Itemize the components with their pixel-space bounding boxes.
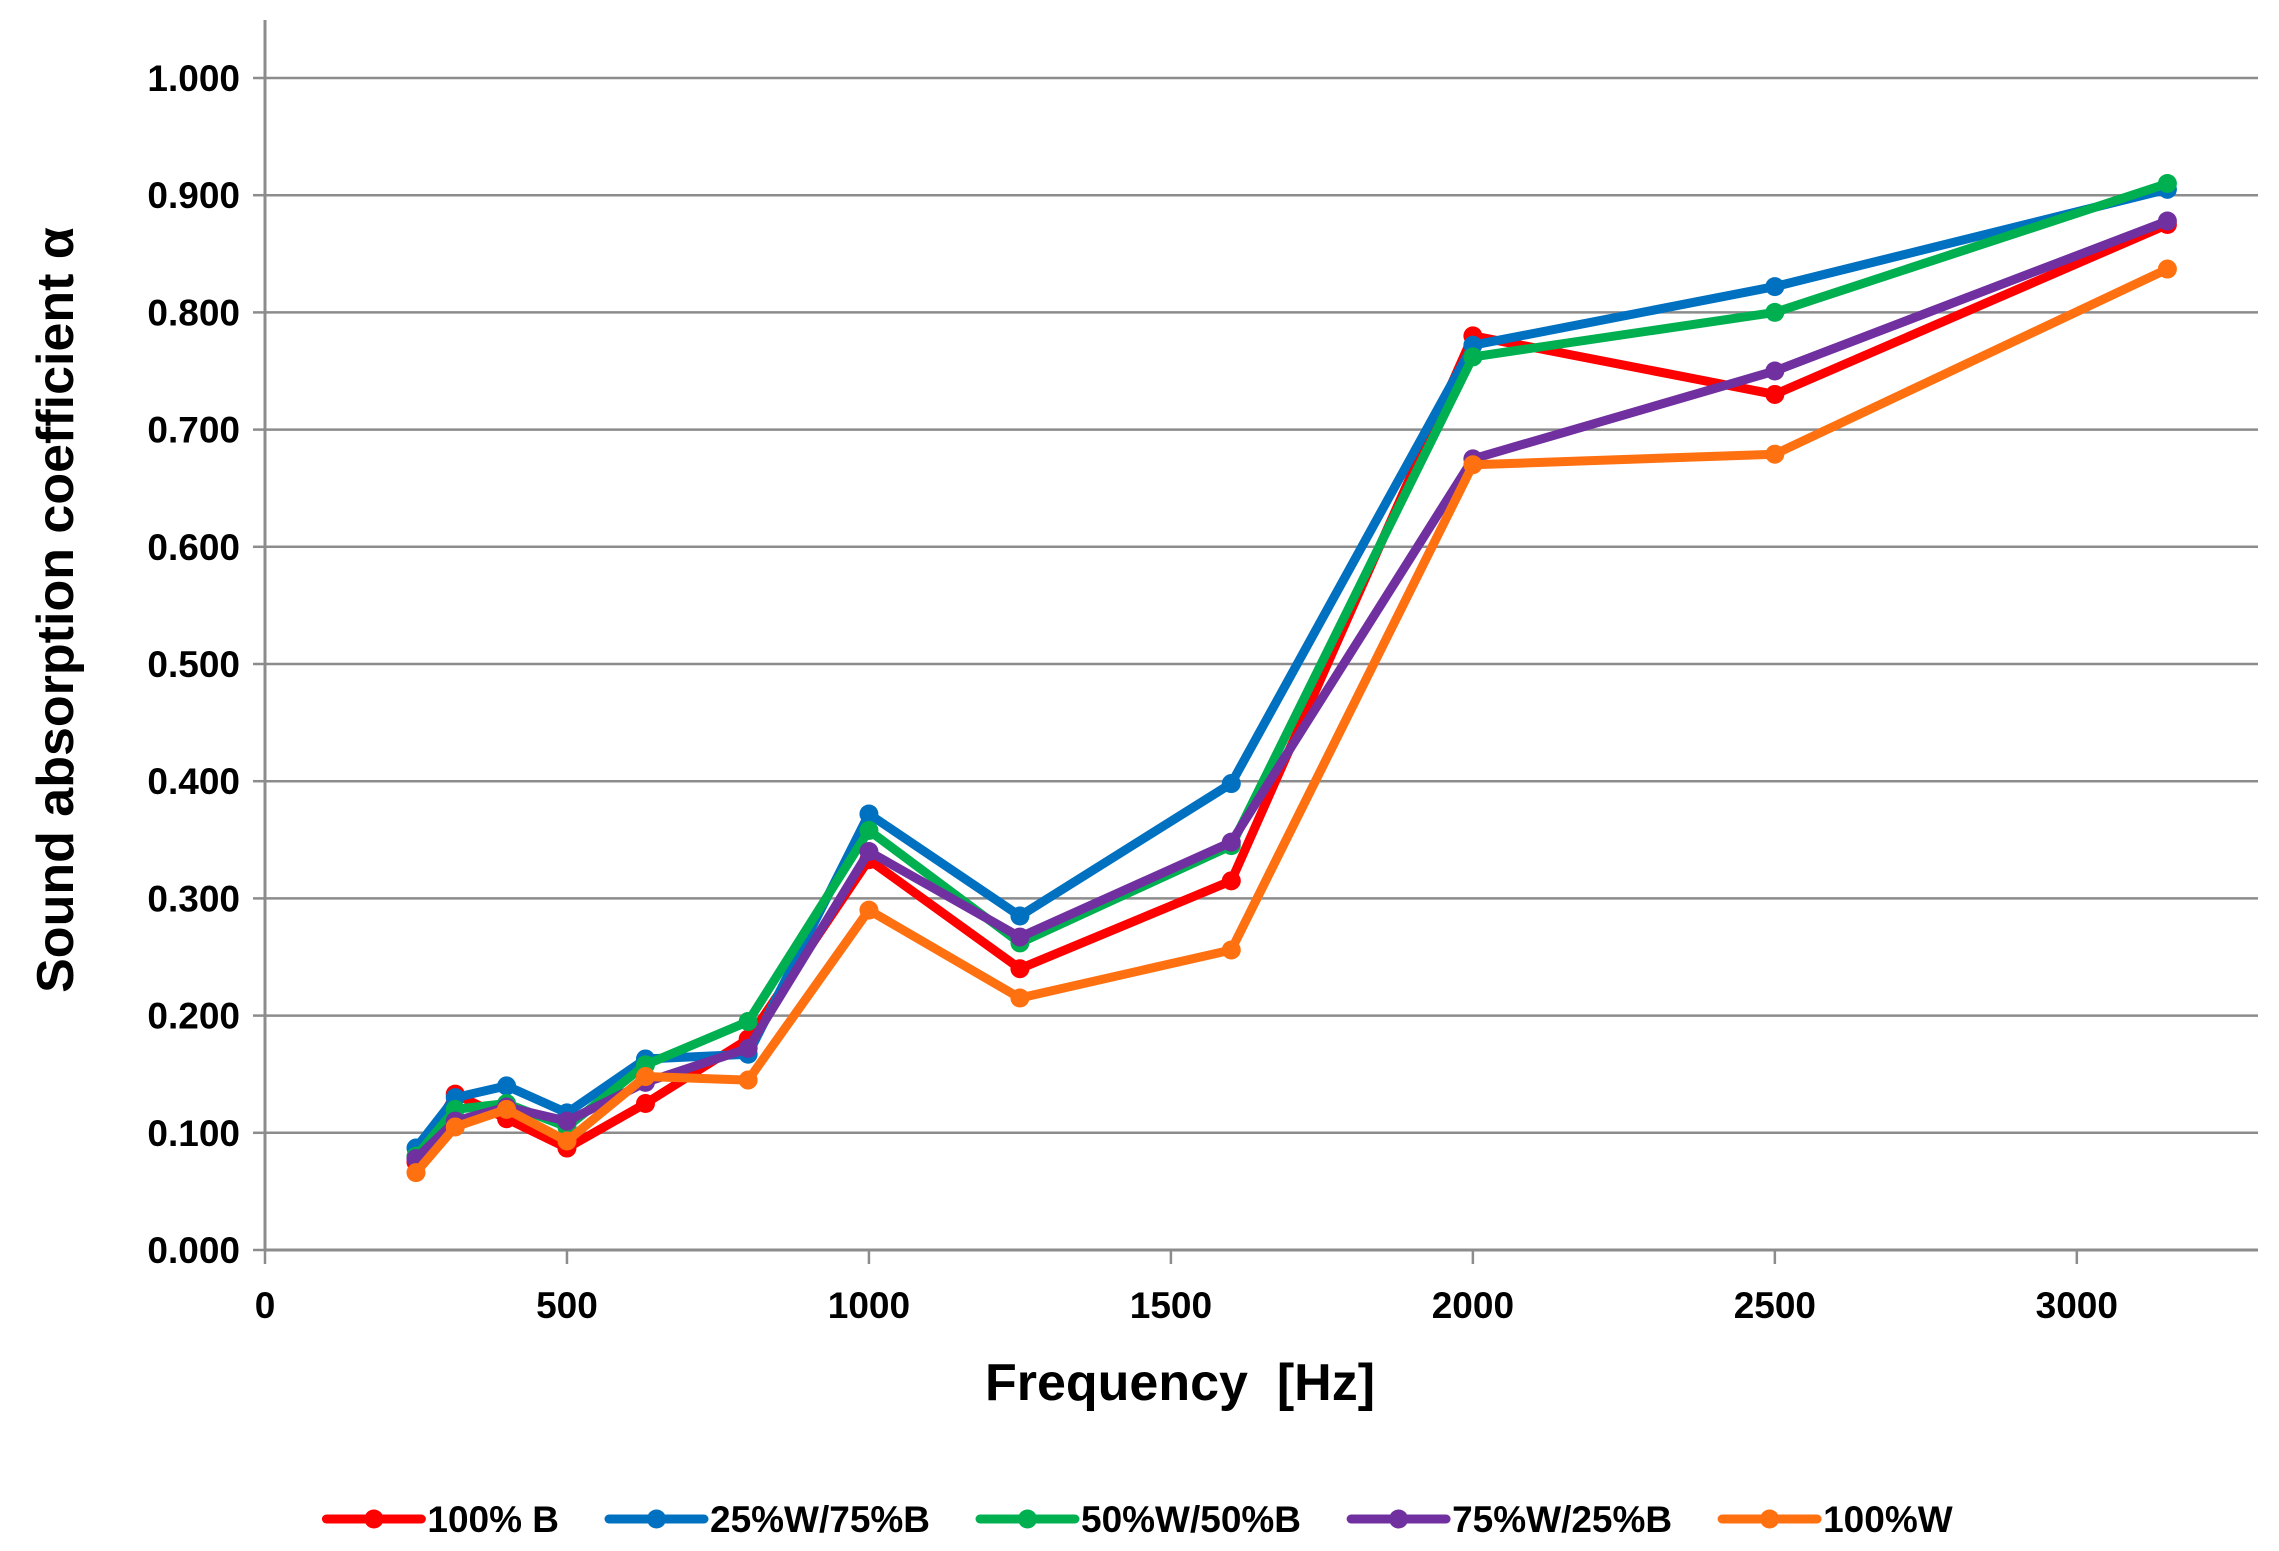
y-tick-label: 0.500 bbox=[147, 644, 240, 685]
data-point bbox=[1463, 455, 1483, 475]
legend-label: 50%W/50%B bbox=[1081, 1499, 1301, 1540]
series-3 bbox=[406, 211, 2177, 1169]
data-point bbox=[738, 1038, 758, 1058]
legend-swatch-marker bbox=[1760, 1509, 1780, 1529]
legend-label: 100%W bbox=[1823, 1499, 1953, 1540]
data-point bbox=[2157, 173, 2177, 193]
y-tick-label: 0.600 bbox=[147, 527, 240, 568]
legend-swatch-marker bbox=[364, 1509, 384, 1529]
legend-item: 100%W bbox=[1717, 1499, 1953, 1540]
data-point bbox=[1765, 384, 1785, 404]
data-point bbox=[859, 900, 879, 920]
legend-item: 50%W/50%B bbox=[975, 1499, 1301, 1540]
data-point bbox=[2157, 259, 2177, 279]
data-point bbox=[1010, 906, 1030, 926]
legend-item: 25%W/75%B bbox=[604, 1499, 930, 1540]
data-point bbox=[1765, 302, 1785, 322]
y-tick-label: 0.100 bbox=[147, 1113, 240, 1154]
y-tick-label: 0.200 bbox=[147, 996, 240, 1037]
data-point bbox=[1765, 361, 1785, 381]
y-tick-label: 1.000 bbox=[147, 58, 240, 99]
x-tick-label: 1000 bbox=[828, 1285, 910, 1326]
data-point bbox=[1010, 927, 1030, 947]
data-point bbox=[1221, 871, 1241, 891]
data-point bbox=[1221, 774, 1241, 794]
y-tick-label: 0.000 bbox=[147, 1230, 240, 1271]
data-point bbox=[859, 842, 879, 862]
series-line bbox=[411, 216, 2172, 1164]
data-point bbox=[2157, 211, 2177, 231]
x-tick-label: 500 bbox=[536, 1285, 598, 1326]
data-point bbox=[1221, 940, 1241, 960]
x-tick-label: 0 bbox=[255, 1285, 276, 1326]
x-axis-tick-labels: 0 500 1000 1500 2000 2500 3000 bbox=[255, 1285, 2118, 1326]
legend-label: 75%W/25%B bbox=[1452, 1499, 1672, 1540]
y-tick-label: 0.700 bbox=[147, 410, 240, 451]
legend-swatch-marker bbox=[647, 1509, 666, 1529]
data-point bbox=[1765, 444, 1785, 464]
data-point bbox=[635, 1094, 655, 1113]
legend-swatch-marker bbox=[1018, 1509, 1037, 1529]
x-tick-label: 2000 bbox=[1432, 1285, 1514, 1326]
grid-lines bbox=[265, 76, 2258, 1135]
axes bbox=[253, 20, 2258, 1264]
data-point bbox=[1463, 347, 1483, 367]
data-point bbox=[497, 1076, 517, 1096]
x-tick-label: 1500 bbox=[1130, 1285, 1212, 1326]
series-line bbox=[411, 184, 2172, 1153]
x-tick-label: 3000 bbox=[2036, 1285, 2118, 1326]
y-axis-tick-labels: 0.000 0.100 0.200 0.300 0.400 0.500 0.600 0.700… bbox=[147, 58, 240, 1271]
legend: 100% B 25%W/75%B 50%W/50%B 75%W/25%B 100%W bbox=[321, 1499, 1953, 1540]
data-point bbox=[1010, 959, 1030, 979]
data-point bbox=[445, 1117, 465, 1137]
legend-swatch-marker bbox=[1389, 1509, 1409, 1529]
data-point bbox=[635, 1067, 655, 1087]
y-axis-title: Sound absorption coefficient α bbox=[27, 227, 85, 993]
data-point bbox=[497, 1099, 517, 1119]
series-1 bbox=[406, 179, 2177, 1158]
data-point bbox=[1765, 277, 1785, 297]
data-point bbox=[557, 1131, 577, 1151]
x-tick-label: 2500 bbox=[1734, 1285, 1816, 1326]
data-series bbox=[406, 173, 2177, 1183]
legend-label: 25%W/75%B bbox=[710, 1499, 930, 1540]
series-4 bbox=[406, 259, 2177, 1183]
data-point bbox=[859, 804, 879, 824]
y-tick-label: 0.900 bbox=[147, 175, 240, 216]
legend-item: 100% B bbox=[321, 1499, 559, 1540]
data-point bbox=[557, 1111, 577, 1131]
legend-label: 100% B bbox=[427, 1499, 559, 1540]
x-axis-title: Frequency [Hz] bbox=[985, 1354, 1375, 1412]
series-line bbox=[411, 220, 2172, 1167]
data-point bbox=[1010, 988, 1030, 1008]
y-tick-label: 0.400 bbox=[147, 761, 240, 802]
data-point bbox=[1221, 832, 1241, 852]
data-point bbox=[406, 1163, 426, 1183]
data-point bbox=[738, 1011, 758, 1031]
y-tick-label: 0.800 bbox=[147, 292, 240, 333]
data-point bbox=[738, 1070, 758, 1090]
series-0 bbox=[406, 215, 2177, 1172]
y-tick-label: 0.300 bbox=[147, 878, 240, 919]
data-point bbox=[859, 820, 879, 840]
legend-item: 75%W/25%B bbox=[1346, 1499, 1672, 1540]
